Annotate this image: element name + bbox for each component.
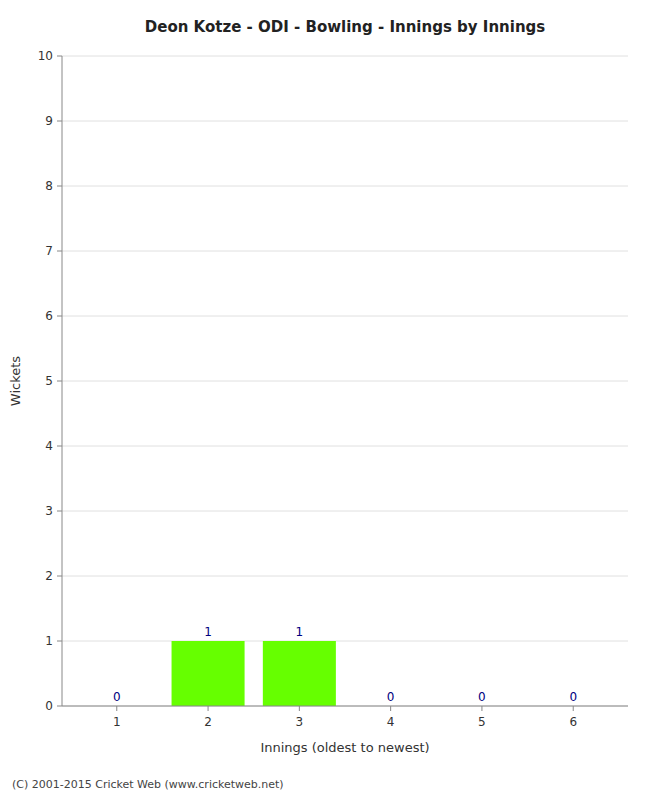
bars [172, 641, 336, 706]
x-tick-label: 4 [387, 715, 395, 729]
grid-line [62, 56, 628, 57]
y-tick-label: 2 [45, 569, 53, 583]
y-tick [57, 511, 62, 512]
x-axis-label: Innings (oldest to newest) [260, 740, 429, 755]
y-tick [57, 121, 62, 122]
y-tick [57, 641, 62, 642]
grid-line [62, 251, 628, 252]
y-tick-label: 0 [45, 699, 53, 713]
data-label: 0 [113, 690, 121, 704]
data-label: 0 [569, 690, 577, 704]
y-tick-label: 6 [45, 309, 53, 323]
x-tick-label: 3 [296, 715, 304, 729]
grid-line [62, 381, 628, 382]
y-tick [57, 381, 62, 382]
y-tick-label: 9 [45, 114, 53, 128]
x-tick [116, 706, 117, 711]
x-tick [481, 706, 482, 711]
y-tick [57, 706, 62, 707]
y-tick [57, 251, 62, 252]
grid-line [62, 576, 628, 577]
grid-line [62, 706, 628, 707]
x-tick [208, 706, 209, 711]
data-label: 0 [478, 690, 486, 704]
bar [263, 641, 336, 706]
x-tick [390, 706, 391, 711]
x-tick [573, 706, 574, 711]
data-label: 0 [387, 690, 395, 704]
y-axis-label: Wickets [8, 356, 23, 406]
y-tick-label: 3 [45, 504, 53, 518]
grid-line [62, 446, 628, 447]
y-tick [57, 56, 62, 57]
y-tick [57, 576, 62, 577]
title: Deon Kotze - ODI - Bowling - Innings by … [145, 18, 546, 36]
footer: (C) 2001-2015 Cricket Web (www.cricketwe… [12, 778, 284, 791]
grid-line [62, 121, 628, 122]
x-tick [299, 706, 300, 711]
y-tick [57, 316, 62, 317]
data-label: 1 [204, 625, 212, 639]
data-labels: 0 1 1 0 0 0 [113, 625, 577, 704]
x-axis-line [62, 706, 628, 707]
x-tick-label: 6 [569, 715, 577, 729]
y-tick-label: 10 [38, 49, 53, 63]
x-tick-label: 2 [204, 715, 212, 729]
grid-line [62, 511, 628, 512]
x-tick-label: 5 [478, 715, 486, 729]
chart-svg: 012345678910123456011000Deon Kotze - ODI… [0, 0, 650, 800]
y-tick-label: 7 [45, 244, 53, 258]
grid [62, 56, 628, 706]
y-tick-label: 8 [45, 179, 53, 193]
grid-line [62, 316, 628, 317]
grid-line [62, 186, 628, 187]
axes: 012345678910123456 [38, 49, 628, 729]
x-tick-label: 1 [113, 715, 121, 729]
y-tick-label: 5 [45, 374, 53, 388]
y-tick [57, 446, 62, 447]
y-tick-label: 4 [45, 439, 53, 453]
y-tick [57, 186, 62, 187]
y-tick-label: 1 [45, 634, 53, 648]
chart-container: 012345678910123456011000Deon Kotze - ODI… [0, 0, 650, 800]
data-label: 1 [296, 625, 304, 639]
bar [172, 641, 245, 706]
grid-line [62, 641, 628, 642]
